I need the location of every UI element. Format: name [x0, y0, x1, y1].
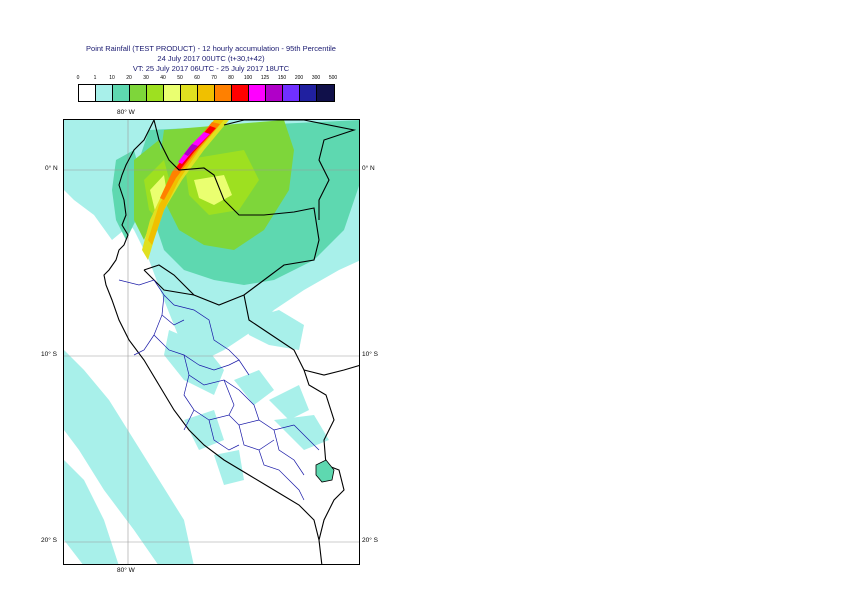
legend-threshold-label: 20 — [126, 75, 132, 81]
legend-threshold-label: 500 — [328, 75, 338, 81]
legend-threshold-label: 50 — [177, 75, 183, 81]
legend-threshold-label: 80 — [228, 75, 234, 81]
lat-label-20s-left: 20° S — [41, 537, 57, 544]
legend-threshold-label: 300 — [311, 75, 321, 81]
lat-label-0-left: 0° N — [45, 165, 58, 172]
legend-swatch — [113, 85, 130, 101]
legend-threshold-label: 40 — [160, 75, 166, 81]
legend-swatch — [317, 85, 334, 101]
country-borders — [103, 120, 359, 564]
legend-threshold-label: 10 — [109, 75, 115, 81]
legend-swatch — [79, 85, 96, 101]
valid-time-label: VT: 25 July 2017 06UTC - 25 July 2017 18… — [132, 64, 290, 73]
lat-label-10s-left: 10° S — [41, 351, 57, 358]
lake-titicaca — [315, 459, 335, 483]
legend-swatch — [96, 85, 113, 101]
legend-swatch — [164, 85, 181, 101]
legend-swatch — [130, 85, 147, 101]
legend-threshold-label: 70 — [211, 75, 217, 81]
lat-label-20s-right: 20° S — [362, 537, 378, 544]
legend-swatch — [215, 85, 232, 101]
legend-threshold-label: 30 — [143, 75, 149, 81]
legend-threshold-label: 125 — [260, 75, 270, 81]
map-title: Point Rainfall (TEST PRODUCT) - 12 hourl… — [86, 44, 336, 53]
lat-label-0-right: 0° N — [362, 165, 375, 172]
legend-threshold-label: 0 — [76, 75, 80, 81]
legend-swatch — [249, 85, 266, 101]
legend-threshold-label: 1 — [93, 75, 97, 81]
legend-swatch — [147, 85, 164, 101]
legend-swatch — [232, 85, 249, 101]
legend-swatch — [283, 85, 300, 101]
lon-label-bottom: 80° W — [117, 567, 135, 574]
graticule — [64, 120, 359, 564]
legend-threshold-label: 60 — [194, 75, 200, 81]
model-run-label: 24 July 2017 00UTC (t+30,t+42) — [157, 54, 265, 63]
region-boundaries — [118, 279, 320, 501]
legend-threshold-label: 100 — [243, 75, 253, 81]
color-legend — [78, 84, 335, 102]
legend-swatch — [198, 85, 215, 101]
legend-threshold-label: 200 — [294, 75, 304, 81]
lat-label-10s-right: 10° S — [362, 351, 378, 358]
lon-label-top: 80° W — [117, 109, 135, 116]
legend-threshold-label: 150 — [277, 75, 287, 81]
rainfall-map — [63, 119, 360, 565]
legend-swatch — [181, 85, 198, 101]
legend-swatch — [300, 85, 317, 101]
rain-heavy-core — [142, 120, 229, 260]
legend-swatch — [266, 85, 283, 101]
